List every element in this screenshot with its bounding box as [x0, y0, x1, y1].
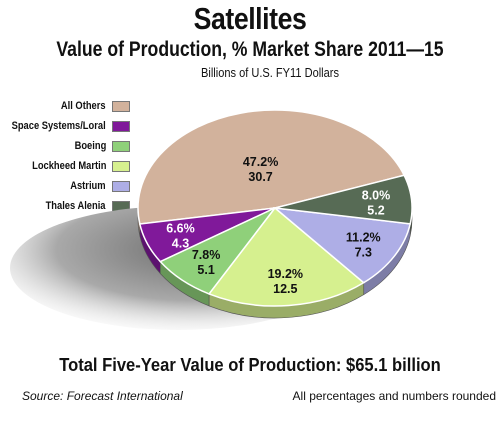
legend-item-thales-alenia: Thales Alenia [35, 199, 130, 213]
legend-item-astrium: Astrium [64, 179, 130, 193]
slice-value-label: 5.1 [197, 263, 214, 277]
legend-label: Space Systems/Loral [11, 120, 106, 132]
slice-value-label: 4.3 [172, 236, 189, 250]
legend-item-lockheed-martin: Lockheed Martin [19, 159, 130, 173]
source-note: Source: Forecast International [22, 389, 183, 403]
legend-label: Astrium [70, 180, 106, 192]
rounding-note: All percentages and numbers rounded [292, 389, 496, 403]
legend-label: Boeing [74, 140, 106, 152]
total-value-caption: Total Five-Year Value of Production: $65… [59, 355, 441, 375]
legend-item-all-others: All Others [53, 99, 130, 113]
pie-labels: 47.2%30.7 6.6%4.37.8%5.1 19.2%12.5 11.2%7.3… [166, 155, 390, 296]
slice-percent-label: 6.6% [166, 221, 195, 235]
slice-value-label: 12.5 [273, 282, 297, 296]
legend-label: All Others [61, 100, 106, 112]
legend-label: Thales Alenia [46, 200, 106, 212]
slice-value-label: 30.7 [248, 170, 272, 184]
slice-value-label: 7.3 [355, 246, 372, 260]
legend-label: Lockheed Martin [31, 160, 106, 172]
chart-units: Billions of U.S. FY11 Dollars [201, 65, 339, 80]
legend-swatch [112, 140, 130, 152]
slice-percent-label: 11.2% [346, 231, 381, 245]
slice-percent-label: 7.8% [192, 248, 221, 262]
legend-swatch [112, 100, 130, 112]
pie-slice-thales-alenia [274, 174, 413, 225]
legend-swatch [112, 160, 130, 172]
chart-title: Satellites [193, 1, 307, 36]
pie-slice-all-others [137, 109, 406, 225]
legend-item-space-systems-loral: Space Systems/Loral [0, 119, 130, 133]
slice-value-label: 5.2 [367, 204, 384, 218]
slice-percent-label: 19.2% [268, 267, 303, 281]
legend-swatch [112, 180, 130, 192]
pie-slice-lockheed-martin [207, 206, 366, 307]
legend-swatch [112, 120, 130, 132]
chart-subtitle: Value of Production, % Market Share 2011… [56, 38, 444, 61]
slice-percent-label: 8.0% [362, 189, 391, 203]
pie-slices [137, 109, 413, 307]
legend-item-boeing: Boeing [69, 139, 130, 153]
pie-slice-astrium [272, 206, 412, 284]
slice-percent-label: 47.2% [243, 155, 278, 169]
pie-chart: 47.2%30.7 6.6%4.37.8%5.1 19.2%12.5 11.2%7.3… [10, 109, 413, 330]
